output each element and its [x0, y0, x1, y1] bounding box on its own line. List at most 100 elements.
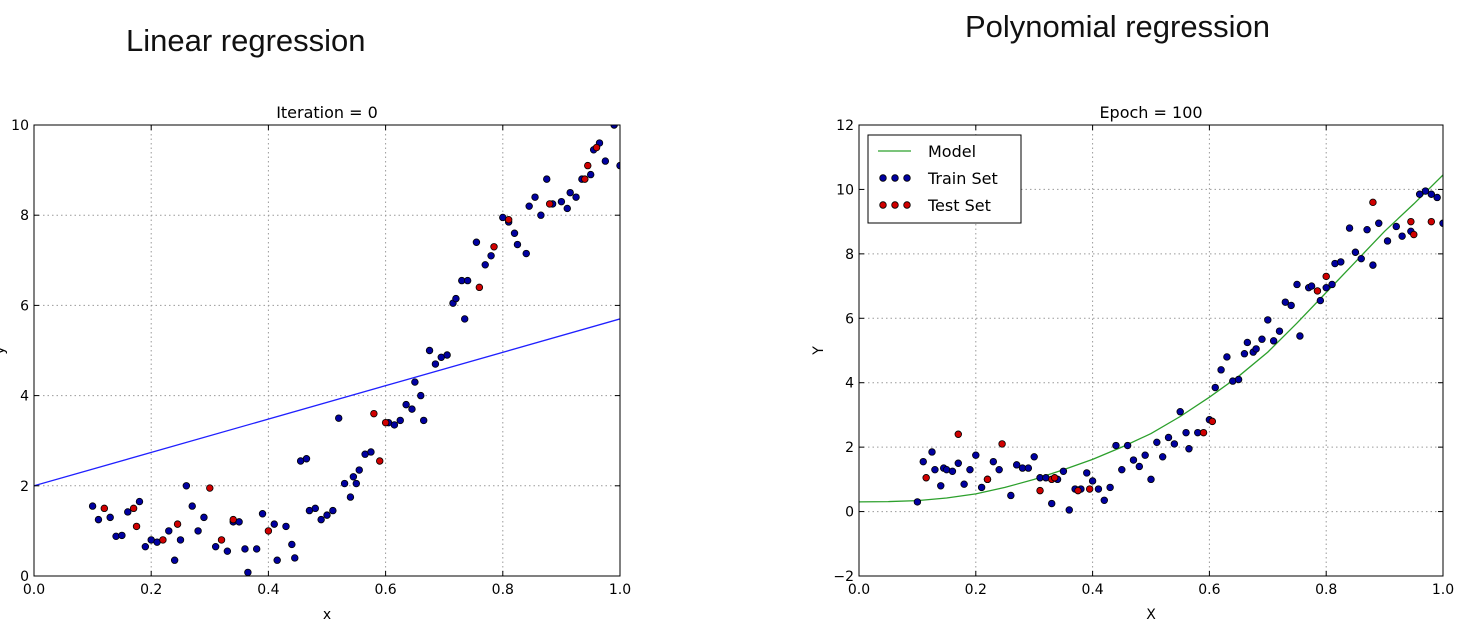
linear-train-set-point: [463, 276, 472, 285]
poly-train-set-point: [1024, 464, 1033, 472]
poly-train-set-point: [972, 451, 980, 459]
linear-train-set-point: [419, 416, 428, 425]
linear-test-set-point: [159, 536, 167, 544]
linear-train-set-point: [566, 188, 574, 197]
poly-train-set-point: [1398, 232, 1406, 240]
poly-x-tick-label: 0.0: [848, 582, 870, 598]
poly-test-set-point: [1208, 417, 1217, 426]
poly-train-set-point: [1357, 254, 1365, 263]
linear-chart: 0.0 0.2 0.4 0.6 0.8 1.0 0 2 4 6 8 10 Iteration = 0 x y: [0, 103, 631, 623]
linear-y-axis-label: y: [0, 346, 8, 354]
poly-test-set-point: [1074, 486, 1082, 495]
poly-train-set-point: [1211, 383, 1219, 392]
linear-train-set-point: [88, 502, 97, 510]
linear-test-set-point: [132, 522, 141, 531]
linear-train-set-point: [141, 542, 150, 551]
poly-train-set-point: [913, 498, 922, 506]
poly-legend-test-set-swatch: [903, 201, 911, 209]
linear-train-set-point: [425, 346, 434, 355]
linear-train-set-point: [340, 479, 349, 488]
linear-x-tick-label: 1.0: [609, 582, 631, 598]
poly-train-set-point: [977, 483, 986, 492]
poly-legend-train-set-label: Train Set: [927, 169, 998, 188]
poly-test-set-point: [922, 474, 930, 482]
poly-train-set-point: [1275, 327, 1284, 335]
linear-train-set-point: [390, 421, 399, 429]
linear-train-set-point: [452, 294, 460, 303]
linear-train-set-point: [572, 193, 580, 201]
linear-y-tick-label: 10: [11, 118, 29, 134]
linear-test-set-point: [381, 418, 390, 427]
linear-test-set-point: [129, 504, 138, 513]
linear-test-set-point: [545, 200, 554, 208]
linear-train-set-point: [176, 536, 185, 544]
linear-train-set-point: [352, 479, 360, 488]
poly-train-set-point: [1112, 441, 1120, 450]
poly-legend-test-set-swatch: [879, 201, 887, 209]
poly-train-set-point: [1182, 428, 1190, 437]
linear-train-set-point: [273, 556, 281, 564]
poly-train-set-point: [1083, 469, 1091, 477]
poly-train-set-point: [1433, 193, 1441, 202]
poly-train-set-point: [931, 465, 939, 474]
linear-train-set-point: [487, 252, 495, 260]
linear-train-set-point: [194, 527, 202, 535]
linear-train-set-point: [270, 520, 278, 528]
poly-train-set-point: [1363, 225, 1371, 234]
linear-test-set-point: [217, 536, 226, 544]
poly-plot-frame: [858, 124, 1444, 577]
linear-train-set-point: [335, 414, 343, 422]
poly-train-set-point: [1258, 335, 1266, 343]
poly-train-set-point: [1012, 461, 1021, 469]
linear-train-set-point: [165, 527, 173, 535]
poly-y-tick-label: 10: [836, 182, 854, 198]
linear-test-set-point: [581, 175, 589, 183]
poly-y-tick-label: 12: [836, 118, 854, 134]
poly-train-set-point: [1269, 337, 1278, 345]
poly-train-set-point: [1007, 491, 1015, 500]
linear-x-tick-label: 0.6: [374, 582, 396, 598]
linear-test-set-point: [490, 243, 498, 251]
poly-train-set-point: [1375, 219, 1383, 227]
linear-x-tick-label: 0.2: [140, 582, 162, 598]
linear-train-set-point: [282, 522, 290, 531]
linear-test-set-point: [584, 161, 592, 170]
polynomial-regression-heading: Polynomial regression: [965, 9, 1270, 44]
linear-train-set-point: [411, 378, 419, 386]
poly-x-axis-label: X: [1146, 607, 1156, 623]
poly-train-set-point: [1065, 506, 1073, 514]
linear-x-tick-label: 0.8: [492, 582, 514, 598]
poly-y-axis-label: Y: [811, 346, 827, 356]
poly-y-tick-label: 4: [845, 376, 854, 392]
poly-train-set-point: [966, 465, 974, 474]
poly-legend: Model Train Set Test Set: [867, 134, 1022, 224]
linear-train-set-point: [417, 391, 425, 400]
linear-train-set-point: [355, 466, 363, 474]
linear-train-set-point: [522, 249, 530, 258]
poly-train-set-point: [1421, 187, 1430, 195]
poly-train-set-point: [1243, 338, 1252, 347]
linear-train-set-point: [367, 448, 375, 456]
linear-train-set-point: [346, 493, 355, 501]
poly-test-set-point: [1036, 486, 1044, 495]
poly-train-set-point: [1153, 438, 1161, 447]
linear-plot-area: [34, 125, 620, 576]
linear-train-set-point: [510, 229, 519, 237]
linear-train-set-point: [211, 542, 220, 551]
linear-train-set-point: [472, 238, 481, 246]
poly-test-set-point: [1313, 287, 1322, 295]
poly-train-set-point: [1281, 298, 1290, 306]
poly-train-set-point: [1223, 353, 1231, 361]
poly-chart: 0.0 0.2 0.4 0.6 0.8 1.0 −2 0 2 4 6 8 10 12 Epoch = 100…: [811, 103, 1454, 623]
poly-train-set-point: [1293, 280, 1301, 289]
linear-y-tick-label: 4: [20, 389, 29, 405]
poly-x-tick-label: 0.2: [965, 582, 987, 598]
poly-train-set-point: [1123, 441, 1132, 450]
linear-y-tick-label: 0: [20, 569, 29, 585]
linear-train-set-point: [223, 547, 232, 555]
poly-train-set-point: [1170, 440, 1179, 448]
poly-train-set-point: [1158, 453, 1167, 461]
poly-test-set-point: [1050, 474, 1059, 482]
linear-test-set-point: [592, 143, 601, 152]
